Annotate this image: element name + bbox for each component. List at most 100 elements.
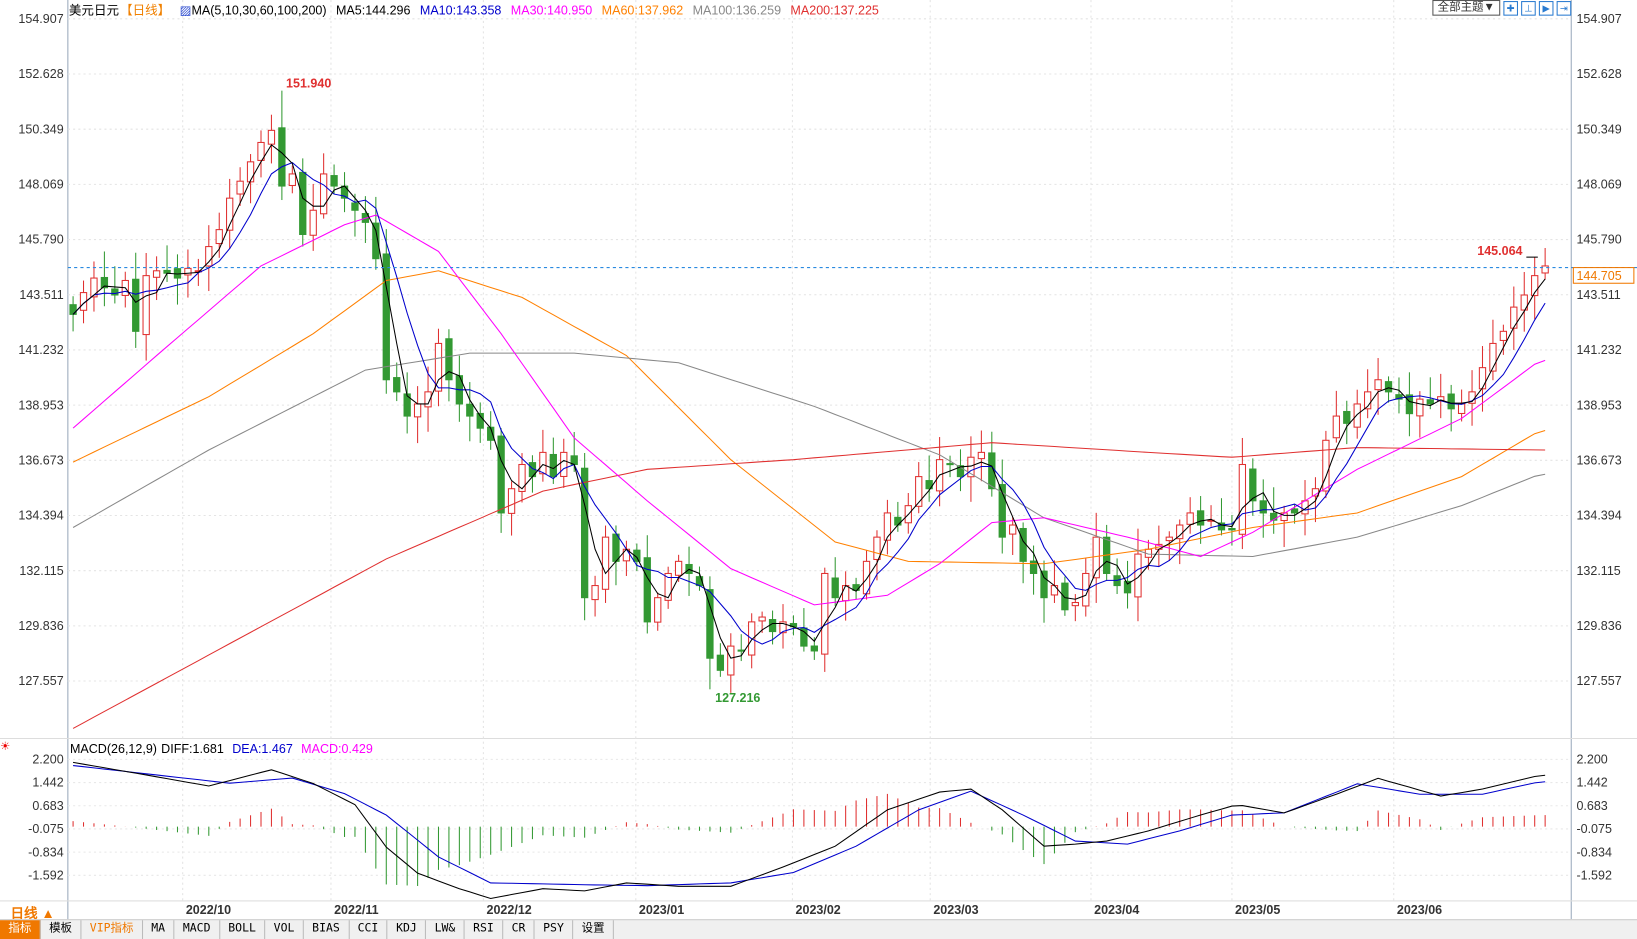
- ma-line-ma30: [72, 214, 1546, 606]
- candle-body: [445, 338, 453, 381]
- price-tick-left: 134.394: [18, 509, 63, 523]
- price-tick-right: 129.836: [1576, 619, 1621, 633]
- candle-body: [1228, 527, 1236, 531]
- candle-body: [925, 480, 933, 490]
- tab-14[interactable]: 设置: [573, 920, 615, 939]
- tab-3[interactable]: MA: [143, 920, 175, 939]
- zoom-range-icon[interactable]: ⊥: [1521, 0, 1536, 16]
- macd-tick-left: 1.442: [32, 776, 63, 790]
- last-price-box: [1572, 267, 1635, 284]
- price-tick-left: 143.511: [19, 288, 63, 302]
- candle-body: [1489, 342, 1497, 372]
- tab-0[interactable]: 指标: [0, 920, 41, 939]
- candle-body: [1531, 275, 1539, 297]
- macd-tick-right: 1.442: [1576, 776, 1607, 790]
- tab-9[interactable]: KDJ: [388, 920, 427, 939]
- candle-body: [1457, 403, 1466, 414]
- candle-body: [883, 512, 892, 541]
- candle-body: [100, 276, 109, 289]
- candle-body: [205, 246, 213, 267]
- candle-body: [821, 572, 829, 655]
- price-tick-right: 143.511: [1576, 288, 1620, 302]
- candle-body: [758, 616, 766, 622]
- tab-10[interactable]: LW&: [426, 920, 465, 939]
- candle-body: [998, 484, 1006, 538]
- tab-6[interactable]: VOL: [265, 920, 304, 939]
- settings-sun-icon[interactable]: ☀: [0, 740, 11, 754]
- month-label: 2023/01: [639, 903, 684, 917]
- month-label: 2023/06: [1397, 903, 1442, 917]
- price-tick-right: 141.232: [1576, 343, 1621, 357]
- candle-body: [560, 451, 568, 477]
- candle-body: [1238, 463, 1247, 535]
- candle-body: [1186, 512, 1194, 525]
- macd-tick-left: -0.075: [28, 822, 64, 836]
- candle-body: [643, 557, 651, 623]
- scroll-end-icon[interactable]: ⇥: [1556, 0, 1572, 16]
- candle-body: [601, 536, 610, 590]
- play-icon[interactable]: ▶: [1538, 0, 1554, 16]
- ma-value-4: MA100:136.259: [692, 2, 782, 18]
- price-tick-left: 136.673: [18, 453, 63, 467]
- candle-body: [507, 488, 516, 514]
- theme-dropdown[interactable]: 全部主题▼: [1432, 0, 1501, 16]
- candle-body: [152, 270, 161, 278]
- price-tick-right: 150.349: [1576, 122, 1621, 136]
- candle-body: [111, 288, 119, 296]
- price-tick-right: 145.790: [1576, 233, 1621, 247]
- candle-body: [549, 453, 557, 478]
- tab-2[interactable]: VIP指标: [81, 920, 143, 939]
- candle-body: [1249, 468, 1257, 502]
- tab-7[interactable]: BIAS: [304, 920, 350, 939]
- candle-body: [278, 127, 286, 187]
- candle-body: [737, 649, 745, 652]
- tab-4[interactable]: MACD: [174, 920, 220, 939]
- candle-body: [946, 463, 954, 466]
- month-label: 2022/10: [186, 903, 231, 917]
- candle-body: [1478, 367, 1487, 390]
- candle-body: [1541, 265, 1549, 274]
- candle-body: [382, 253, 390, 381]
- macd-diff-line: [72, 761, 1546, 900]
- macd-dea: DEA:1.467: [232, 741, 293, 757]
- tab-12[interactable]: CR: [503, 920, 535, 939]
- candle-body: [1416, 398, 1424, 417]
- tab-11[interactable]: RSI: [465, 920, 504, 939]
- macd-tick-right: -0.834: [1576, 845, 1612, 859]
- price-tick-left: 138.953: [18, 398, 63, 412]
- macd-dea-line: [73, 765, 1546, 887]
- candle-body: [1123, 580, 1132, 594]
- crosshair-icon[interactable]: ✚: [1503, 0, 1518, 16]
- candle-body: [1134, 553, 1142, 598]
- candle-body: [351, 202, 359, 211]
- candle-body: [674, 560, 683, 576]
- tab-1[interactable]: 模板: [41, 920, 82, 939]
- candle-body: [810, 645, 818, 652]
- macd-legend: MACD(26,12,9) DIFF:1.681 DEA:1.467 MACD:…: [70, 742, 373, 757]
- macd-tick-right: -1.592: [1576, 869, 1612, 883]
- price-tick-left: 148.069: [18, 178, 63, 192]
- macd-tick-right: 0.683: [1576, 799, 1607, 813]
- candle-body: [372, 222, 380, 260]
- candle-body: [236, 180, 244, 195]
- month-label: 2023/04: [1094, 903, 1139, 917]
- candle-body: [184, 267, 192, 276]
- candle-body: [1332, 415, 1340, 439]
- last-price-label: 144.705: [1576, 269, 1621, 283]
- candle-body: [319, 173, 328, 215]
- tab-8[interactable]: CCI: [349, 920, 388, 939]
- candle-body: [299, 171, 307, 235]
- high-annotation: 151.940: [286, 77, 331, 91]
- tab-5[interactable]: BOLL: [220, 920, 266, 939]
- candle-body: [1499, 330, 1508, 341]
- period-toggle-button[interactable]: 日线 ▲: [10, 905, 55, 922]
- candle-body: [226, 197, 234, 231]
- tab-13[interactable]: PSY: [535, 920, 574, 939]
- candle-body: [424, 391, 432, 408]
- period-label: 【日线】: [120, 3, 171, 18]
- candle-body: [1165, 536, 1173, 542]
- candle-body: [309, 209, 317, 236]
- ma-config-label[interactable]: ▨MA(5,10,30,60,100,200): [179, 2, 327, 18]
- price-tick-left: 150.349: [18, 122, 63, 136]
